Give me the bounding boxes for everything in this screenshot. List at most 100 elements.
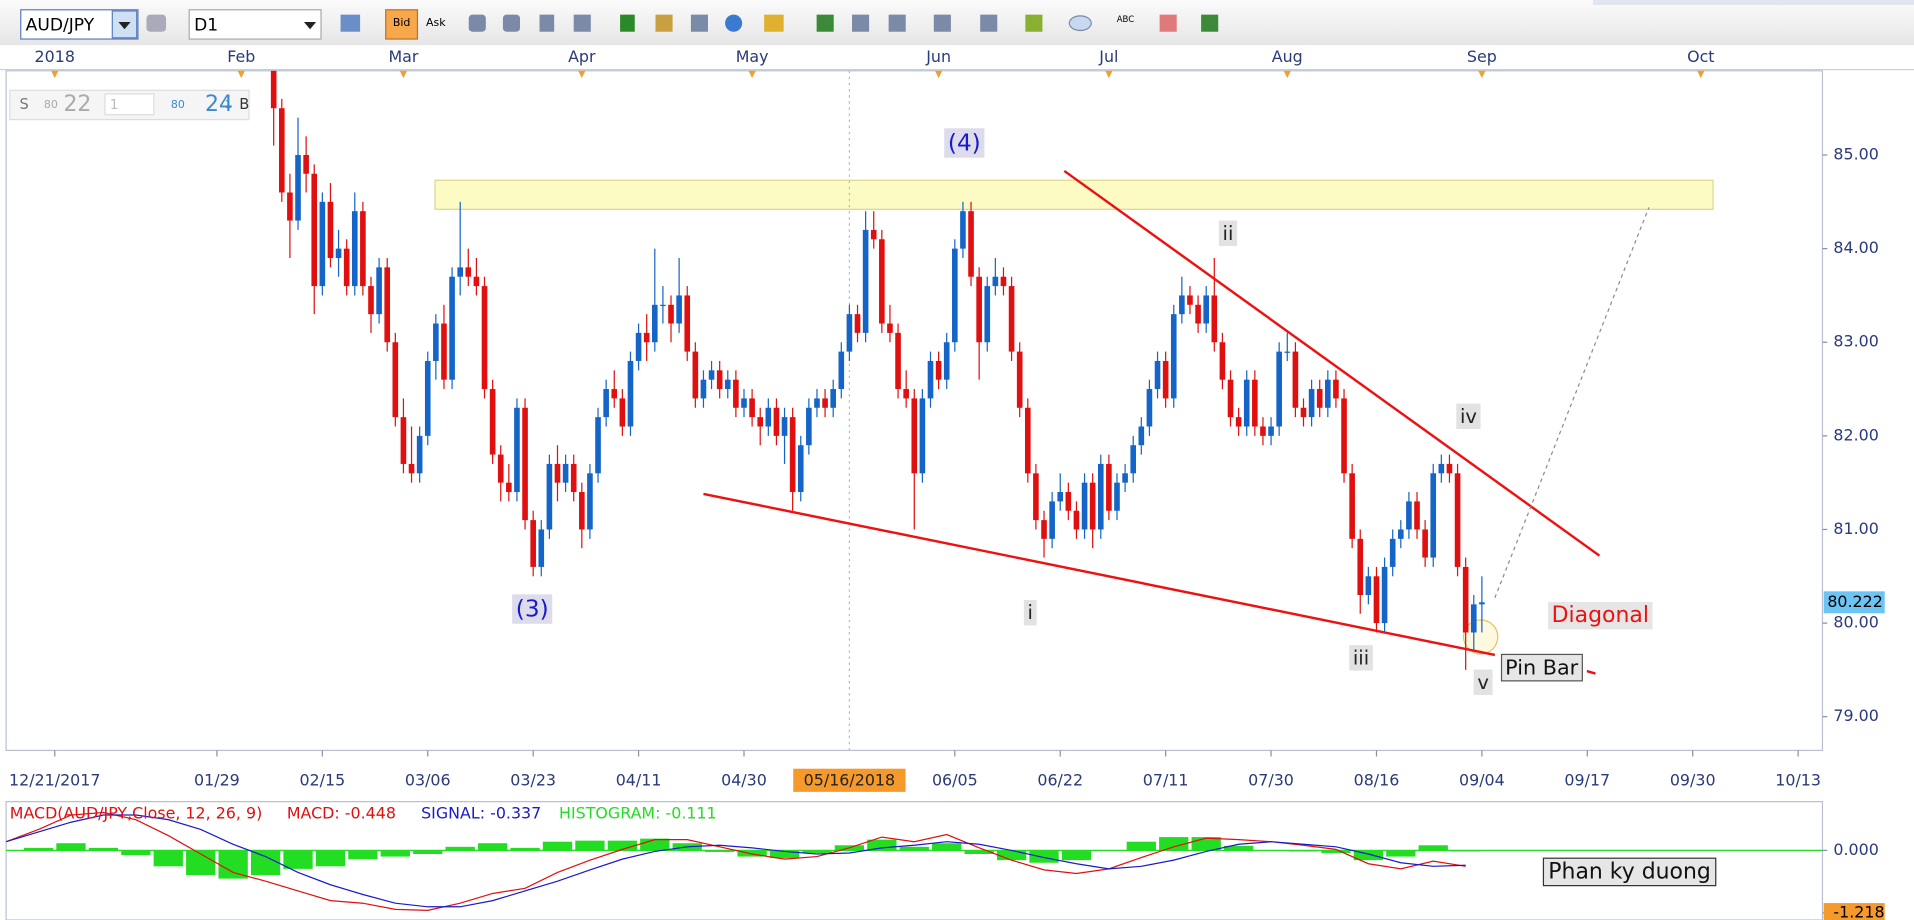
candle-body bbox=[335, 248, 342, 258]
tool-icon[interactable] bbox=[539, 14, 555, 32]
month-label: Oct bbox=[1687, 47, 1714, 66]
trendline bbox=[1063, 169, 1601, 557]
annotation: ii bbox=[1223, 222, 1234, 245]
candle-body bbox=[295, 155, 301, 221]
tool-icon[interactable] bbox=[690, 14, 708, 32]
candle-body bbox=[1041, 520, 1047, 539]
candle-body bbox=[1381, 566, 1388, 624]
x-tick-label: 03/06 bbox=[405, 770, 451, 789]
candle-body bbox=[733, 379, 739, 408]
tool-icon[interactable] bbox=[502, 14, 521, 32]
candle-body bbox=[522, 407, 528, 521]
y-tick-label: -1.218 bbox=[1833, 902, 1884, 920]
tool-icon[interactable] bbox=[340, 14, 361, 32]
tool-icon[interactable] bbox=[1068, 15, 1092, 32]
histogram-bar bbox=[1321, 850, 1351, 853]
legend-entry: SIGNAL: -0.337 bbox=[421, 803, 541, 822]
histogram-bar bbox=[1353, 850, 1384, 861]
candle-body bbox=[514, 407, 520, 493]
histogram-bar bbox=[964, 850, 994, 854]
candle-body bbox=[1373, 576, 1380, 624]
candle-body bbox=[911, 398, 918, 474]
candle-body bbox=[643, 332, 650, 343]
histogram-bar bbox=[413, 850, 443, 854]
tool-icon[interactable] bbox=[146, 14, 167, 32]
candle-body bbox=[822, 398, 828, 408]
candle-body bbox=[441, 323, 447, 380]
candle-body bbox=[1024, 407, 1031, 474]
tool-icon[interactable] bbox=[852, 14, 870, 32]
candle-body bbox=[943, 342, 950, 380]
candle-body bbox=[489, 389, 496, 455]
spread-text: 80 bbox=[171, 98, 185, 111]
annotation: i bbox=[1028, 601, 1033, 624]
candle-body bbox=[465, 267, 472, 277]
candle-body bbox=[684, 295, 691, 352]
histogram-bar bbox=[996, 850, 1027, 861]
tool-icon[interactable] bbox=[980, 14, 998, 32]
tool-icon[interactable] bbox=[816, 14, 834, 32]
ask-label[interactable]: Ask bbox=[426, 16, 446, 29]
trendline bbox=[703, 492, 1496, 657]
bid-label: Bid bbox=[393, 16, 411, 29]
candle-body bbox=[1470, 604, 1477, 633]
candle-body bbox=[1106, 463, 1112, 511]
tool-icon[interactable] bbox=[468, 14, 486, 32]
tool-icon[interactable] bbox=[1201, 14, 1219, 32]
toolbar: AUD/JPY D1 Bid Ask ABC bbox=[0, 0, 1914, 46]
bid-button[interactable] bbox=[385, 9, 419, 40]
candle-body bbox=[530, 520, 536, 567]
candle-body bbox=[984, 286, 991, 343]
candle-body bbox=[651, 304, 658, 343]
candle-body bbox=[1300, 407, 1307, 418]
dropdown-arrow bbox=[118, 21, 131, 30]
month-marker bbox=[1105, 70, 1113, 79]
tool-icon[interactable] bbox=[764, 14, 784, 32]
candle-body bbox=[1341, 398, 1347, 474]
x-tick-label: 08/16 bbox=[1354, 770, 1400, 789]
overlay: 79.00 80.00 81.00 82.00 83.00 84.00 85.00 80.22… bbox=[0, 47, 1914, 920]
tool-icon[interactable] bbox=[1025, 14, 1043, 32]
candle-body bbox=[497, 454, 504, 483]
x-tick-label: 07/30 bbox=[1248, 770, 1294, 789]
candle-body bbox=[1268, 426, 1274, 436]
text-tool[interactable]: ABC bbox=[1117, 15, 1135, 25]
candle-body bbox=[1406, 501, 1412, 530]
candle-body bbox=[595, 417, 601, 474]
candle-body bbox=[749, 398, 755, 418]
histogram-bar bbox=[348, 850, 378, 860]
period-combo[interactable] bbox=[188, 9, 322, 40]
value-box bbox=[1823, 903, 1885, 920]
candle-body bbox=[1430, 473, 1437, 558]
candle-body bbox=[1097, 463, 1104, 530]
tool-icon[interactable] bbox=[620, 14, 635, 32]
candle-body bbox=[1065, 492, 1072, 511]
candle-body bbox=[1130, 445, 1137, 474]
tool-icon[interactable] bbox=[725, 14, 743, 32]
candle-body bbox=[1033, 473, 1039, 521]
spread-input[interactable] bbox=[104, 93, 155, 116]
tool-icon[interactable] bbox=[573, 14, 591, 32]
annotation: v bbox=[1477, 671, 1489, 694]
candle-body bbox=[360, 211, 366, 287]
tool-icon[interactable] bbox=[655, 14, 673, 32]
last-price: 80.222 bbox=[1827, 592, 1883, 611]
histogram-bar bbox=[56, 843, 86, 851]
tool-icon[interactable] bbox=[933, 14, 951, 32]
candle-body bbox=[952, 248, 958, 343]
y-tick-label: 84.00 bbox=[1833, 238, 1878, 257]
annotation-box bbox=[1473, 669, 1493, 696]
candle-body bbox=[546, 463, 553, 530]
candle-body bbox=[1454, 473, 1461, 567]
candle-body bbox=[1073, 510, 1080, 530]
tool-icon[interactable] bbox=[1159, 14, 1177, 32]
candle-body bbox=[1357, 538, 1364, 596]
month-label: Jun bbox=[925, 47, 951, 66]
candle-body bbox=[1438, 463, 1445, 474]
candle-body bbox=[724, 379, 731, 390]
month-marker bbox=[578, 70, 586, 79]
candle-body bbox=[635, 332, 642, 361]
histogram-bar bbox=[1223, 845, 1254, 851]
candle-body bbox=[538, 529, 545, 567]
tool-icon[interactable] bbox=[888, 14, 906, 32]
